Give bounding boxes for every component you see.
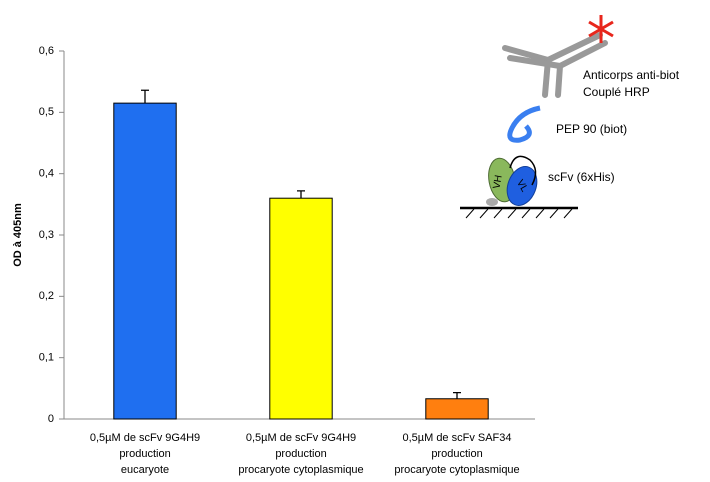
x-tick-label: production [275,448,326,460]
annotation: scFv (6xHis) [548,170,615,184]
y-tick-label: 0,3 [39,229,54,241]
y-axis-label: OD à 405nm [12,203,24,267]
error-bar [297,190,305,199]
x-tick-label: eucaryote [121,464,169,476]
y-tick-label: 0,1 [39,352,54,364]
bar [113,102,177,420]
annotation: VL [514,178,530,194]
annotation: VH [492,174,505,190]
x-tick-label: 0,5µM de scFv SAF34 [402,432,511,444]
annotation: Anticorps anti-biot [583,68,680,82]
x-tick-label: procaryote cytoplasmique [394,464,519,476]
annotation: PEP 90 (biot) [556,122,627,136]
x-tick-label: production [119,448,170,460]
error-bar [141,89,149,104]
y-tick-label: 0,6 [39,45,54,57]
bar [425,398,489,420]
bar [269,197,333,420]
error-bar [453,391,461,399]
y-tick-label: 0,2 [39,290,54,302]
inset-diagram [460,15,614,219]
x-tick-label: procaryote cytoplasmique [238,464,363,476]
y-tick-label: 0,5 [39,106,54,118]
annotation: Couplé HRP [583,85,650,99]
x-tick-label: 0,5µM de scFv 9G4H9 [90,432,200,444]
y-tick-label: 0 [48,413,54,425]
x-tick-label: production [431,448,482,460]
x-tick-label: 0,5µM de scFv 9G4H9 [246,432,356,444]
y-tick-label: 0,4 [39,168,54,180]
